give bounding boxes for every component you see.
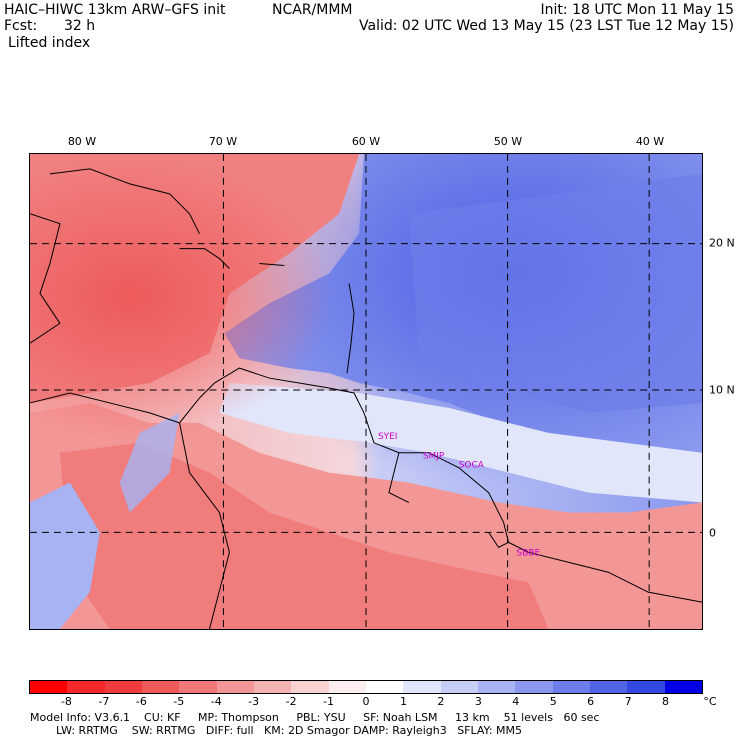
colorbar-tick-label: 6: [587, 695, 595, 708]
colorbar-bin: [365, 681, 404, 693]
colorbar: [29, 680, 703, 694]
forecast-hours: 32 h: [64, 18, 96, 34]
lon-label-50w: 50 W: [493, 135, 523, 148]
colorbar-bin: [589, 681, 628, 693]
colorbar-bin: [515, 681, 553, 693]
lon-label-80w: 80 W: [67, 135, 97, 148]
colorbar-unit: °C: [703, 695, 717, 708]
colorbar-tick-label: -2: [285, 695, 297, 708]
field-name: Lifted index: [8, 35, 91, 51]
model-title: HAIC–HIWC 13km ARW–GFS init: [4, 2, 226, 18]
colorbar-tick-label: 0: [362, 695, 370, 708]
colorbar-tick-label: -3: [248, 695, 260, 708]
model-info-line1: Model Info: V3.6.1 CU: KF MP: Thompson P…: [30, 711, 600, 724]
colorbar-tick-label: -6: [135, 695, 147, 708]
colorbar-tick-label: -8: [60, 695, 72, 708]
colorbar-bin: [253, 681, 292, 693]
forecast-label: Fcst:: [4, 18, 38, 34]
colorbar-tick-label: 2: [437, 695, 445, 708]
colorbar-bin: [179, 681, 217, 693]
colorbar-tick-label: 8: [662, 695, 670, 708]
colorbar-tick-label: 7: [624, 695, 632, 708]
coastline-lesser-antilles: [346, 283, 355, 374]
colorbar-bin: [30, 681, 68, 693]
pacific-stable-strip: [30, 482, 100, 629]
init-time: Init: 18 UTC Mon 11 May 15: [540, 2, 734, 18]
model-info-line2: LW: RRTMG SW: RRTMG DIFF: full KM: 2D Sm…: [56, 724, 522, 737]
colorbar-bin: [440, 681, 478, 693]
colorbar-tick-label: -1: [323, 695, 335, 708]
station-label-sbbe: SBBE: [517, 548, 541, 558]
coastline-inland-boundaries: [179, 422, 230, 629]
red-core-fill: [30, 154, 702, 629]
lat-label-0: 0: [709, 526, 716, 540]
station-label-smjp: SMJP: [423, 452, 445, 462]
colorbar-bin: [291, 681, 329, 693]
colorbar-tick-label: -7: [98, 695, 110, 708]
colorbar-bin: [477, 681, 516, 693]
colorbar-tick-label: 5: [549, 695, 557, 708]
colorbar-tick-label: -5: [173, 695, 185, 708]
coastline-puerto-rico: [259, 263, 285, 267]
colorbar-tick-label: 4: [512, 695, 520, 708]
andes-stable-streak: [119, 412, 180, 513]
lat-label-20n: 20 N: [709, 236, 735, 250]
colorbar-bin: [104, 681, 142, 693]
colorbar-bin: [67, 681, 105, 693]
lon-label-40w: 40 W: [635, 135, 665, 148]
lifted-index-map: SYEI SMJP SOCA SBBE: [29, 153, 703, 630]
station-label-syei: SYEI: [378, 432, 397, 442]
org-label: NCAR/MMM: [272, 2, 353, 18]
coastline-amazon: [488, 532, 509, 548]
colorbar-bin: [627, 681, 665, 693]
colorbar-bin: [403, 681, 441, 693]
valid-time: Valid: 02 UTC Wed 13 May 15 (23 LST Tue …: [359, 18, 734, 34]
colorbar-bin: [328, 681, 366, 693]
colorbar-bin: [552, 681, 590, 693]
coastline-guiana-border: [388, 452, 410, 503]
colorbar-tick-label: 3: [474, 695, 482, 708]
colorbar-bin: [664, 681, 702, 693]
colorbar-tick-label: 1: [399, 695, 407, 708]
station-label-soca: SOCA: [459, 461, 485, 471]
colorbar-bin: [141, 681, 180, 693]
coastline-hispaniola: [179, 248, 230, 269]
lat-label-10n: 10 N: [709, 383, 735, 397]
lon-label-60w: 60 W: [351, 135, 381, 148]
colorbar-tick-label: -4: [210, 695, 222, 708]
lon-label-70w: 70 W: [208, 135, 238, 148]
colorbar-bin: [216, 681, 254, 693]
coastline-central-america: [30, 213, 61, 344]
coastline-cuba: [49, 168, 200, 234]
